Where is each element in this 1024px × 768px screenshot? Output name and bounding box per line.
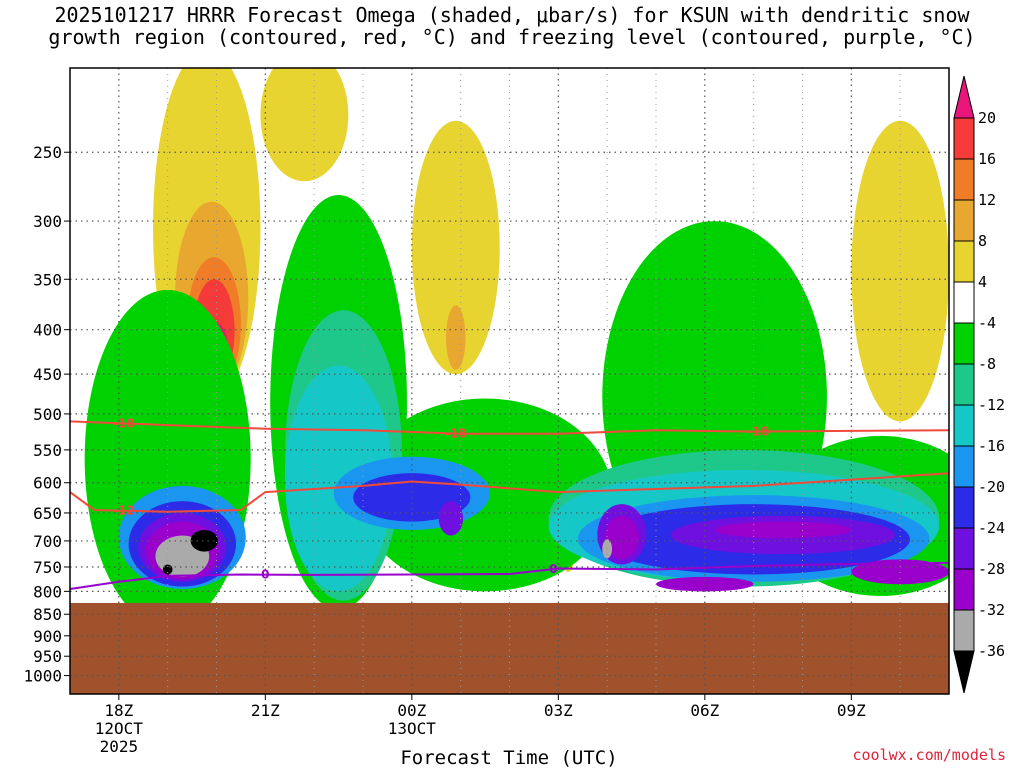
- y-tick-label: 850: [33, 605, 62, 624]
- y-tick-label: 650: [33, 504, 62, 523]
- x-tick-label: 2025: [100, 737, 139, 756]
- colorbar-label: -20: [978, 478, 1005, 496]
- y-tick-label: 400: [33, 321, 62, 340]
- colorbar-label: -32: [978, 601, 1005, 619]
- y-tick-label: 800: [33, 582, 62, 601]
- colorbar-label: -24: [978, 519, 1005, 537]
- y-tick-label: 500: [33, 405, 62, 424]
- colorbar-segment: [953, 527, 975, 570]
- y-tick-label: 1000: [23, 667, 62, 686]
- colorbar-top-arrow: [953, 75, 975, 119]
- contour-label: -18: [445, 427, 467, 441]
- colorbar-label: -4: [978, 314, 996, 332]
- omega-region: [446, 305, 466, 370]
- colorbar-segment: [953, 486, 975, 529]
- colorbar-segment: [953, 445, 975, 488]
- colorbar-label: -16: [978, 437, 1005, 455]
- omega-region: [411, 120, 500, 375]
- omega-region: [284, 365, 393, 592]
- colorbar-label: 4: [978, 273, 987, 291]
- colorbar-label: -8: [978, 355, 996, 373]
- omega-shading-layer: [84, 68, 949, 628]
- site-credit: coolwx.com/models: [852, 746, 1006, 764]
- x-tick-label: 03Z: [544, 701, 573, 720]
- y-tick-label: 450: [33, 365, 62, 384]
- contour-line: [70, 561, 949, 590]
- contour-label: -12: [113, 504, 135, 518]
- colorbar-bottom-arrow: [953, 650, 975, 694]
- colorbar-label: -28: [978, 560, 1005, 578]
- plot-frame: [69, 67, 950, 695]
- omega-region: [851, 120, 949, 422]
- title-line-2: growth region (contoured, red, °C) and f…: [48, 25, 976, 49]
- colorbar-segment: [953, 322, 975, 365]
- x-tick-label: 18Z: [104, 701, 133, 720]
- colorbar-segment: [953, 117, 975, 160]
- colorbar: -36 -32 -28 -24 -20 -16 -12 -8 -4 4 8 12 16 20: [953, 75, 1005, 694]
- x-tick-label: 21Z: [251, 701, 280, 720]
- x-tick-label: 13OCT: [388, 719, 437, 738]
- y-tick-label: 700: [33, 532, 62, 551]
- contour-label: -18: [748, 425, 770, 439]
- omega-region: [851, 559, 949, 585]
- x-axis-label: Forecast Time (UTC): [400, 747, 617, 768]
- y-tick-label: 250: [33, 143, 62, 162]
- colorbar-segment: [953, 404, 975, 447]
- terrain-mask: [70, 602, 949, 694]
- omega-region: [260, 68, 349, 182]
- colorbar-segment: [953, 568, 975, 611]
- omega-region: [714, 521, 852, 539]
- x-tick-label: 09Z: [837, 701, 866, 720]
- y-tick-label: 950: [33, 647, 62, 666]
- omega-region: [604, 515, 639, 560]
- y-axis: 250 300 350 400 450 500 550 600 650 700 750 800 850 9…: [23, 143, 70, 686]
- x-tick-label: 00Z: [397, 701, 426, 720]
- colorbar-label: 12: [978, 191, 996, 209]
- colorbar-label: 20: [978, 109, 996, 127]
- colorbar-segment: [953, 158, 975, 201]
- colorbar-segment: [953, 609, 975, 652]
- colorbar-segment: [953, 240, 975, 283]
- contour-label: 0: [261, 568, 269, 582]
- y-tick-label: 750: [33, 558, 62, 577]
- y-tick-label: 600: [33, 474, 62, 493]
- colorbar-segment: [953, 363, 975, 406]
- x-tick-label: 06Z: [690, 701, 719, 720]
- y-tick-label: 350: [33, 270, 62, 289]
- y-tick-label: 300: [33, 212, 62, 231]
- omega-region: [656, 576, 754, 592]
- title-line-1: 2025101217 HRRR Forecast Omega (shaded, …: [54, 3, 970, 27]
- colorbar-label: -12: [978, 396, 1005, 414]
- contour-label: -18: [113, 416, 135, 430]
- colorbar-label: 16: [978, 150, 996, 168]
- x-tick-label: 12OCT: [95, 719, 144, 738]
- colorbar-label: -36: [978, 642, 1005, 660]
- colorbar-label: 8: [978, 232, 987, 250]
- contour-lines: -18 -18 -18 -12 0 0: [70, 416, 949, 590]
- chart-title: 2025101217 HRRR Forecast Omega (shaded, …: [0, 4, 1024, 48]
- omega-region: [190, 529, 218, 552]
- y-tick-label: 900: [33, 627, 62, 646]
- colorbar-segment: [953, 199, 975, 242]
- y-tick-label: 550: [33, 441, 62, 460]
- contour-line: [70, 420, 949, 435]
- contour-line: [70, 472, 949, 513]
- omega-region: [438, 501, 464, 536]
- colorbar-segment: [953, 281, 975, 324]
- grid-lines: [70, 68, 949, 694]
- contour-label: 0: [549, 562, 557, 576]
